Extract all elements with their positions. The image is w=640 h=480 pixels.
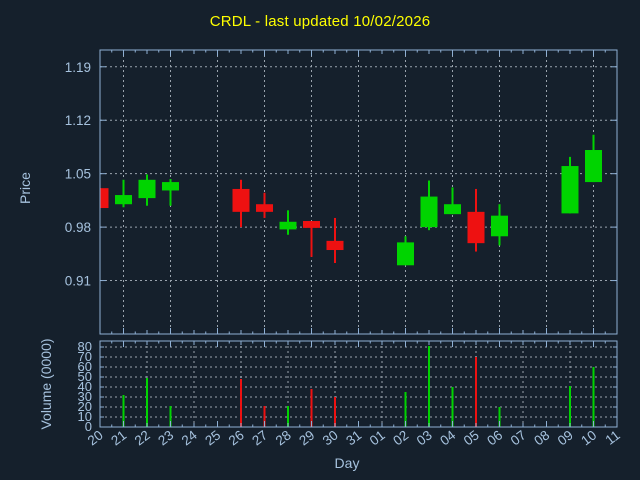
price-tick-label: 0.98: [65, 220, 91, 235]
candle-body: [561, 166, 579, 214]
volume-tick-label: 20: [78, 399, 92, 414]
candle-body: [232, 188, 250, 212]
candle-body: [491, 215, 508, 237]
volume-panel-frame: [99, 340, 618, 428]
day-tick-label: 11: [603, 427, 623, 447]
candle-day-26: [232, 179, 250, 228]
candle-day-21: [115, 179, 132, 208]
volume-axis-title: Volume (0000): [38, 338, 54, 430]
volume-bar-day-26: [240, 379, 242, 427]
day-tick-label: 22: [132, 427, 153, 448]
day-tick-label: 26: [226, 427, 247, 448]
volume-bar-day-02: [404, 392, 407, 427]
day-tick-label: 27: [249, 427, 270, 448]
price-tick-label: 1.05: [65, 167, 91, 182]
volume-bar-day-06: [498, 407, 501, 427]
price-tick-label: 1.12: [65, 113, 91, 128]
volume-bar-day-03: [428, 346, 430, 427]
day-tick-label: 04: [437, 427, 458, 448]
volume-bar-day-22: [146, 378, 148, 427]
day-tick-label: 10: [578, 427, 599, 448]
candle-day-23: [162, 179, 179, 206]
axis-ticks: [99, 50, 618, 428]
volume-bar-day-29: [310, 389, 313, 427]
volume-bar-day-21: [122, 395, 125, 427]
day-tick-label: 28: [273, 427, 294, 448]
volume-bar-day-10: [592, 367, 595, 427]
candle-day-09: [561, 156, 579, 214]
volume-bar-day-04: [451, 387, 454, 427]
day-tick-label: 02: [390, 427, 411, 448]
candle-body: [138, 179, 156, 199]
candle-body: [279, 221, 297, 230]
day-tick-label: 08: [531, 427, 552, 448]
candle-body: [444, 204, 461, 215]
candle-day-30: [326, 217, 344, 263]
volume-tick-label: 50: [78, 369, 92, 384]
candle-day-03: [420, 180, 438, 231]
candle-day-02: [397, 236, 414, 266]
candle-day-29: [303, 221, 320, 257]
day-tick-label: 23: [155, 427, 176, 448]
volume-tick-label: 80: [78, 339, 92, 354]
volume-bars: [122, 346, 595, 427]
volume-bar-day-30: [334, 397, 336, 427]
price-tick-label: 1.19: [65, 60, 91, 75]
day-tick-label: 09: [555, 427, 576, 448]
candle-body: [162, 182, 179, 191]
day-tick-label: 29: [296, 427, 317, 448]
price-axis-title: Price: [17, 172, 33, 204]
candle-body: [467, 211, 485, 244]
candle-day-10: [585, 134, 602, 183]
x-axis-title: Day: [334, 455, 360, 471]
day-tick-label: 20: [85, 427, 106, 448]
volume-tick-label: 60: [78, 359, 92, 374]
candle-day-28: [279, 210, 297, 235]
day-tick-label: 03: [414, 427, 435, 448]
day-tick-label: 06: [484, 427, 505, 448]
candle-body: [100, 188, 109, 209]
day-tick-label: 24: [179, 427, 200, 448]
volume-bar-day-09: [569, 386, 571, 427]
volume-bar-day-05: [475, 357, 477, 427]
candle-body: [397, 242, 414, 266]
price-tick-label: 0.91: [65, 274, 91, 289]
day-tick-label: 30: [320, 427, 341, 448]
gridlines: [100, 50, 617, 427]
candle-body: [585, 150, 602, 183]
day-tick-label: 01: [367, 427, 388, 448]
candle-day-06: [491, 204, 508, 246]
chart-title: CRDL - last updated 10/02/2026: [209, 13, 431, 30]
candle-body: [115, 195, 132, 205]
volume-bar-day-27: [263, 406, 266, 427]
candle-body: [326, 240, 344, 251]
volume-bar-day-28: [287, 406, 289, 427]
day-tick-label: 31: [343, 427, 364, 448]
volume-tick-label: 70: [78, 349, 92, 364]
day-tick-label: 05: [461, 427, 482, 448]
volume-tick-label: 0: [85, 419, 92, 434]
candle-body: [420, 196, 438, 228]
volume-bar-day-23: [169, 406, 172, 427]
volume-tick-label: 30: [78, 389, 92, 404]
candle-day-27: [256, 192, 273, 218]
candle-day-04: [444, 187, 461, 215]
day-tick-label: 21: [108, 427, 129, 448]
candle-body: [303, 221, 320, 228]
day-tick-label: 07: [508, 427, 529, 448]
candle-body: [256, 204, 273, 212]
day-tick-label: 25: [202, 427, 223, 448]
volume-tick-label: 10: [78, 409, 92, 424]
volume-tick-label: 40: [78, 379, 92, 394]
candle-day-22: [138, 174, 156, 206]
candle-day-05: [467, 188, 485, 252]
candles: [100, 134, 602, 266]
candle-day-20: [100, 188, 109, 209]
